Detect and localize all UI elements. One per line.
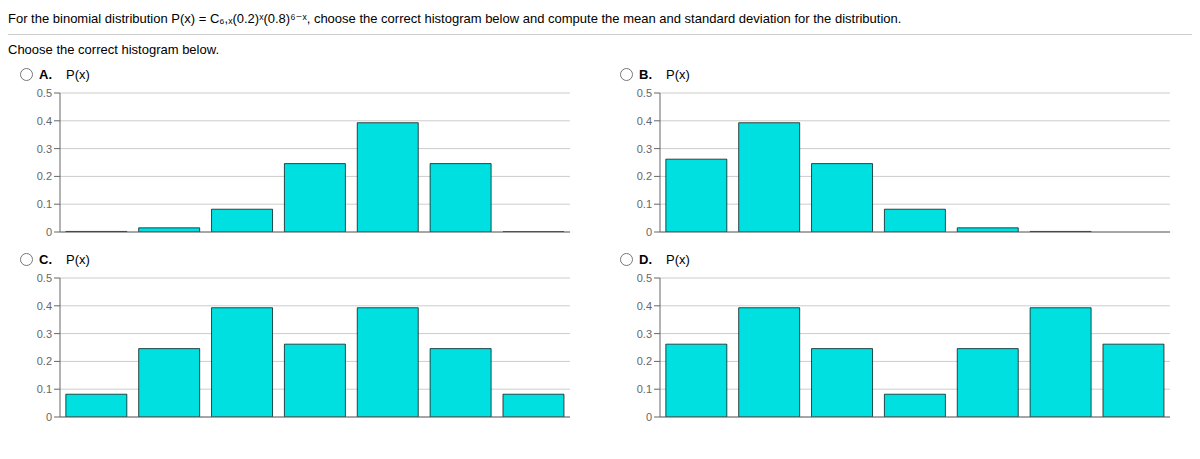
svg-text:0.5: 0.5 xyxy=(37,87,52,99)
html-text:D.: D. xyxy=(639,251,652,267)
svg-text:0.3: 0.3 xyxy=(37,328,52,340)
svg-text:0.4: 0.4 xyxy=(637,300,652,312)
html-text:For the binomial distribution: For the binomial distribution P(x) = C₆,… xyxy=(8,11,902,26)
svg-text:0.2: 0.2 xyxy=(37,355,52,367)
svg-text:0.1: 0.1 xyxy=(37,198,52,210)
svg-text:0.1: 0.1 xyxy=(637,383,652,395)
svg-text:0.3: 0.3 xyxy=(37,143,52,155)
html-text:B.: B. xyxy=(639,66,652,82)
svg-text:0.4: 0.4 xyxy=(637,115,652,127)
svg-text:0: 0 xyxy=(646,226,652,238)
html-text:P(x): P(x) xyxy=(666,251,690,267)
svg-text:0: 0 xyxy=(646,411,652,423)
svg-text:0.4: 0.4 xyxy=(37,300,52,312)
svg-text:0.3: 0.3 xyxy=(637,143,652,155)
svg-text:0.3: 0.3 xyxy=(637,328,652,340)
svg-text:0.1: 0.1 xyxy=(37,383,52,395)
svg-text:0.5: 0.5 xyxy=(637,87,652,99)
svg-text:0.5: 0.5 xyxy=(637,272,652,284)
svg-text:0.2: 0.2 xyxy=(637,170,652,182)
svg-text:0.4: 0.4 xyxy=(37,115,52,127)
svg-text:0.2: 0.2 xyxy=(637,355,652,367)
html-text:P(x): P(x) xyxy=(66,251,90,267)
html-text:C.: C. xyxy=(39,251,52,267)
svg-text:0: 0 xyxy=(46,226,52,238)
html-text:P(x): P(x) xyxy=(666,66,690,82)
svg-text:0.2: 0.2 xyxy=(37,170,52,182)
svg-text:0.1: 0.1 xyxy=(637,198,652,210)
html-text:A.: A. xyxy=(39,66,52,82)
svg-text:0.5: 0.5 xyxy=(37,272,52,284)
svg-text:0: 0 xyxy=(46,411,52,423)
html-text:P(x): P(x) xyxy=(66,66,90,82)
html-text:Choose the correct histogram b: Choose the correct histogram below. xyxy=(8,42,219,57)
